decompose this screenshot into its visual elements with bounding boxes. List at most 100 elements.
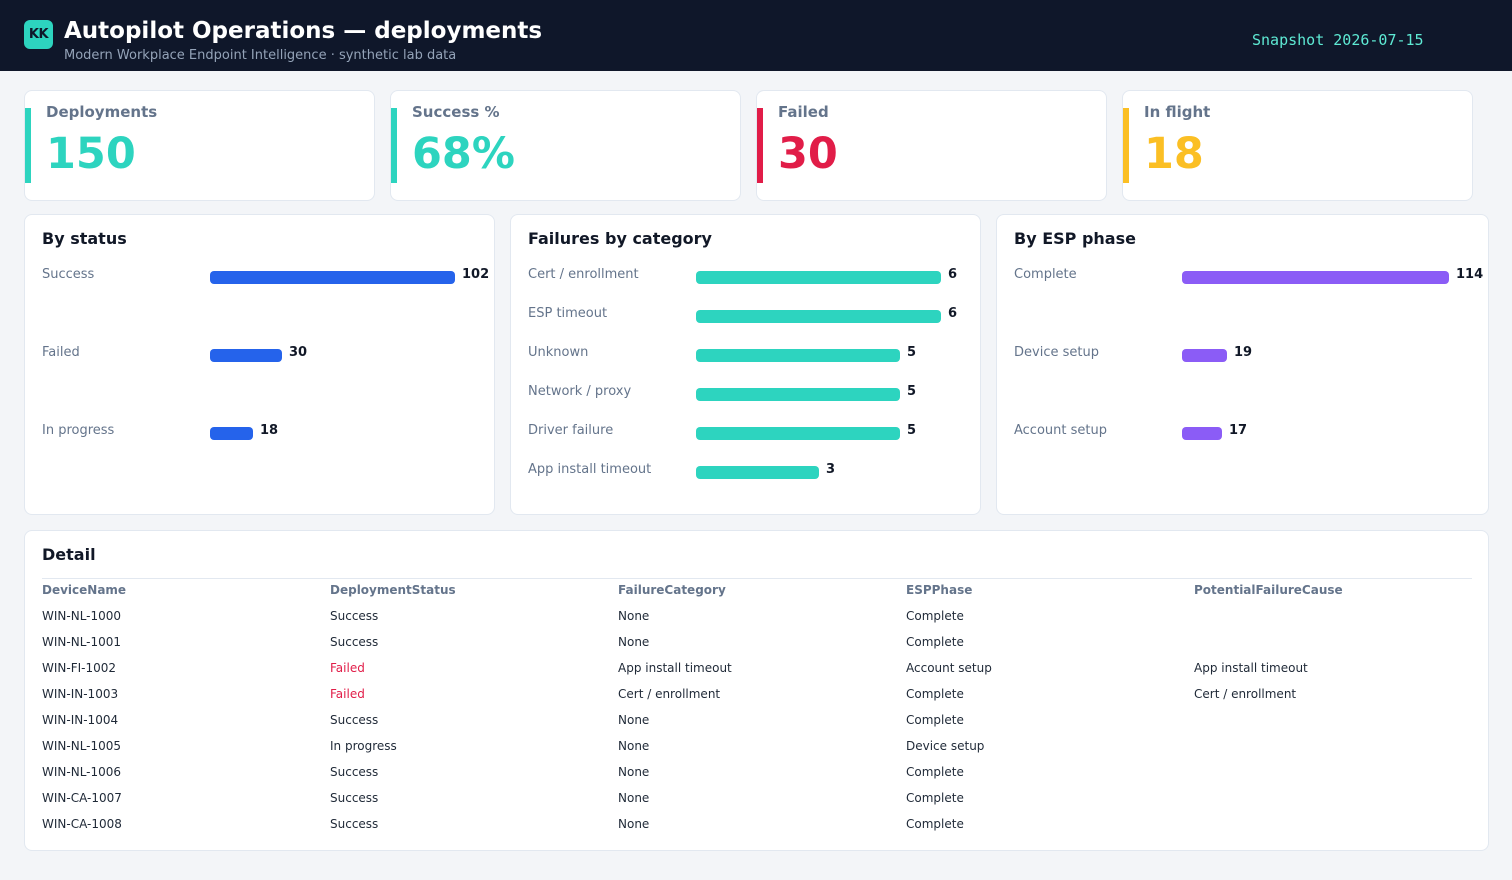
column-header-espphase[interactable]: ESPPhase: [906, 583, 973, 597]
table-cell-deploymentstatus: Success: [330, 791, 379, 805]
top-bar: KK Autopilot Operations — deployments Mo…: [0, 0, 1512, 71]
table-cell-devicename: WIN-CA-1008: [42, 817, 122, 831]
kpi-label: Deployments: [46, 103, 158, 121]
bar-value: 30: [289, 345, 308, 360]
table-cell-devicename: WIN-NL-1001: [42, 635, 122, 649]
bar: [696, 349, 900, 362]
bar-value: 3: [826, 462, 836, 477]
detail-table: Detail DeviceName DeploymentStatus Failure…: [24, 530, 1489, 851]
table-cell-espphase: Complete: [906, 609, 964, 623]
table-row[interactable]: WIN-NL-1000 Success None Complete: [42, 607, 1472, 629]
table-row[interactable]: WIN-IN-1004 Success None Complete: [42, 711, 1472, 733]
table-cell-devicename: WIN-NL-1006: [42, 765, 122, 779]
table-cell-espphase: Complete: [906, 687, 964, 701]
table-cell-devicename: WIN-NL-1000: [42, 609, 122, 623]
kpi-accent-bar: [757, 108, 763, 183]
bar-value: 19: [1234, 345, 1253, 360]
table-row[interactable]: WIN-NL-1001 Success None Complete: [42, 633, 1472, 655]
bar: [696, 310, 941, 323]
panel-title: Failures by category: [528, 229, 712, 248]
bar-label: Success: [42, 267, 95, 282]
bar-label: Driver failure: [528, 423, 614, 438]
table-cell-failurecategory: None: [618, 635, 650, 649]
kpi-card-success-rate: Success % 68%: [390, 90, 741, 201]
table-row[interactable]: WIN-CA-1008 Success None Complete: [42, 815, 1472, 837]
column-header-deploymentstatus[interactable]: DeploymentStatus: [330, 583, 456, 597]
table-cell-espphase: Complete: [906, 713, 964, 727]
logo-badge: KK: [24, 20, 53, 49]
kpi-value: 68%: [412, 129, 515, 179]
table-cell-deploymentstatus: Success: [330, 765, 379, 779]
table-row[interactable]: WIN-NL-1005 In progress None Device setup: [42, 737, 1472, 759]
bar-value: 18: [260, 423, 279, 438]
table-cell-deploymentstatus: Success: [330, 713, 379, 727]
bar-label: Network / proxy: [528, 384, 632, 399]
table-cell-devicename: WIN-IN-1003: [42, 687, 119, 701]
table-cell-espphase: Device setup: [906, 739, 985, 753]
bar: [696, 427, 900, 440]
kpi-card-failed: Failed 30: [756, 90, 1107, 201]
table-row[interactable]: WIN-IN-1003 Failed Cert / enrollment Comple…: [42, 685, 1472, 707]
table-cell-failurecategory: None: [618, 817, 650, 831]
bar-label: App install timeout: [528, 462, 652, 477]
kpi-card-deployments: Deployments 150: [24, 90, 375, 201]
table-cell-deploymentstatus: Failed: [330, 661, 365, 675]
kpi-accent-bar: [1123, 108, 1129, 183]
bar-value: 5: [907, 345, 917, 360]
panel-by-esp-phase: By ESP phase Complete 114 Device setup 19 Ac…: [996, 214, 1489, 515]
kpi-accent-bar: [391, 108, 397, 183]
table-cell-potentialfailurecause: Cert / enrollment: [1194, 687, 1297, 701]
table-cell-deploymentstatus: Success: [330, 635, 379, 649]
divider: [42, 578, 1472, 579]
kpi-accent-bar: [25, 108, 31, 183]
table-cell-failurecategory: None: [618, 609, 650, 623]
kpi-label: Success %: [412, 103, 500, 121]
panel-title: By status: [42, 229, 127, 248]
bar: [1182, 427, 1222, 440]
bar-label: Device setup: [1014, 345, 1099, 360]
table-row[interactable]: WIN-NL-1006 Success None Complete: [42, 763, 1472, 785]
table-cell-espphase: Complete: [906, 765, 964, 779]
bar-label: Cert / enrollment: [528, 267, 639, 282]
bar-value: 17: [1229, 423, 1248, 438]
table-cell-failurecategory: None: [618, 739, 650, 753]
table-cell-failurecategory: None: [618, 765, 650, 779]
table-cell-deploymentstatus: In progress: [330, 739, 397, 753]
bar-value: 6: [948, 267, 958, 282]
table-cell-devicename: WIN-IN-1004: [42, 713, 119, 727]
table-cell-espphase: Complete: [906, 817, 964, 831]
table-cell-espphase: Account setup: [906, 661, 992, 675]
column-header-failurecategory[interactable]: FailureCategory: [618, 583, 726, 597]
panel-failures-by-category: Failures by category Cert / enrollment 6 E…: [510, 214, 981, 515]
bar: [210, 271, 455, 284]
table-row[interactable]: WIN-CA-1007 Success None Complete: [42, 789, 1472, 811]
table-cell-devicename: WIN-NL-1005: [42, 739, 122, 753]
kpi-value: 18: [1144, 129, 1204, 179]
bar: [696, 466, 819, 479]
kpi-card-in-flight: In flight 18: [1122, 90, 1473, 201]
column-header-devicename[interactable]: DeviceName: [42, 583, 127, 597]
table-cell-failurecategory: Cert / enrollment: [618, 687, 721, 701]
bar: [210, 349, 282, 362]
bar-value: 6: [948, 306, 958, 321]
table-cell-deploymentstatus: Failed: [330, 687, 365, 701]
table-cell-failurecategory: App install timeout: [618, 661, 732, 675]
page-title: Autopilot Operations — deployments: [64, 18, 543, 44]
kpi-value: 30: [778, 129, 838, 179]
kpi-value: 150: [46, 129, 136, 179]
table-cell-espphase: Complete: [906, 791, 964, 805]
bar: [696, 271, 941, 284]
kpi-label: In flight: [1144, 103, 1211, 121]
table-cell-espphase: Complete: [906, 635, 964, 649]
column-header-potentialfailurecause[interactable]: PotentialFailureCause: [1194, 583, 1343, 597]
bar-value: 114: [1456, 267, 1484, 282]
bar: [210, 427, 253, 440]
table-cell-deploymentstatus: Success: [330, 817, 379, 831]
table-row[interactable]: WIN-FI-1002 Failed App install timeout Acco…: [42, 659, 1472, 681]
bar-label: Complete: [1014, 267, 1077, 282]
bar-label: Failed: [42, 345, 80, 360]
bar-label: Unknown: [528, 345, 589, 360]
bar: [696, 388, 900, 401]
table-cell-potentialfailurecause: App install timeout: [1194, 661, 1308, 675]
bar-value: 102: [462, 267, 490, 282]
